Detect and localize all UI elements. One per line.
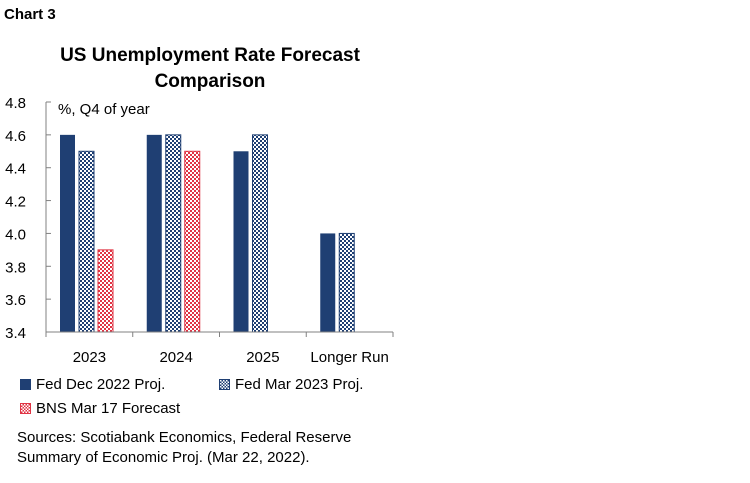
legend-item-bns: BNS Mar 17 Forecast (20, 400, 180, 417)
x-tick-label: Longer Run (310, 349, 388, 366)
bar (338, 232, 355, 333)
y-tick-label: 4.4 (5, 161, 26, 178)
legend-item-fed-mar: Fed Mar 2023 Proj. (219, 376, 363, 393)
bar (233, 151, 249, 332)
y-tick-label: 3.4 (5, 325, 26, 342)
x-tick-label: 2023 (73, 349, 106, 366)
x-tick-label: 2025 (246, 349, 279, 366)
y-tick-label: 3.6 (5, 292, 26, 309)
chart-title-line2: Comparison (154, 71, 266, 92)
legend-item-fed-dec: Fed Dec 2022 Proj. (20, 376, 165, 393)
y-tick-label: 4.2 (5, 194, 26, 211)
chart-label: Chart 3 (4, 6, 56, 23)
sources-note: Sources: Scotiabank Economics, Federal R… (17, 428, 437, 468)
bar (184, 150, 201, 333)
legend-swatch-checker-red (20, 403, 31, 414)
y-tick-label: 4.8 (5, 95, 26, 112)
chart-title: US Unemployment Rate Forecast (60, 45, 360, 66)
bar (320, 233, 336, 332)
bar (78, 150, 95, 333)
y-tick-label: 3.8 (5, 259, 26, 276)
legend-swatch-solid-navy (20, 379, 31, 390)
sources-line: Sources: Scotiabank Economics, Federal R… (17, 429, 352, 446)
legend-label: BNS Mar 17 Forecast (36, 400, 181, 417)
legend-label: Fed Mar 2023 Proj. (235, 376, 364, 393)
bar (60, 134, 75, 332)
y-tick-label: 4.6 (5, 128, 26, 145)
y-unit-label: %, Q4 of year (58, 101, 150, 118)
bar (97, 249, 114, 333)
legend-swatch-checker-navy (219, 379, 230, 390)
bar (146, 134, 162, 332)
bar (165, 134, 182, 333)
bar (252, 134, 268, 333)
y-tick-label: 4.0 (5, 226, 26, 243)
legend-label: Fed Dec 2022 Proj. (36, 376, 166, 393)
x-tick-label: 2024 (159, 349, 192, 366)
sources-line: Summary of Economic Proj. (Mar 22, 2022)… (17, 449, 310, 466)
